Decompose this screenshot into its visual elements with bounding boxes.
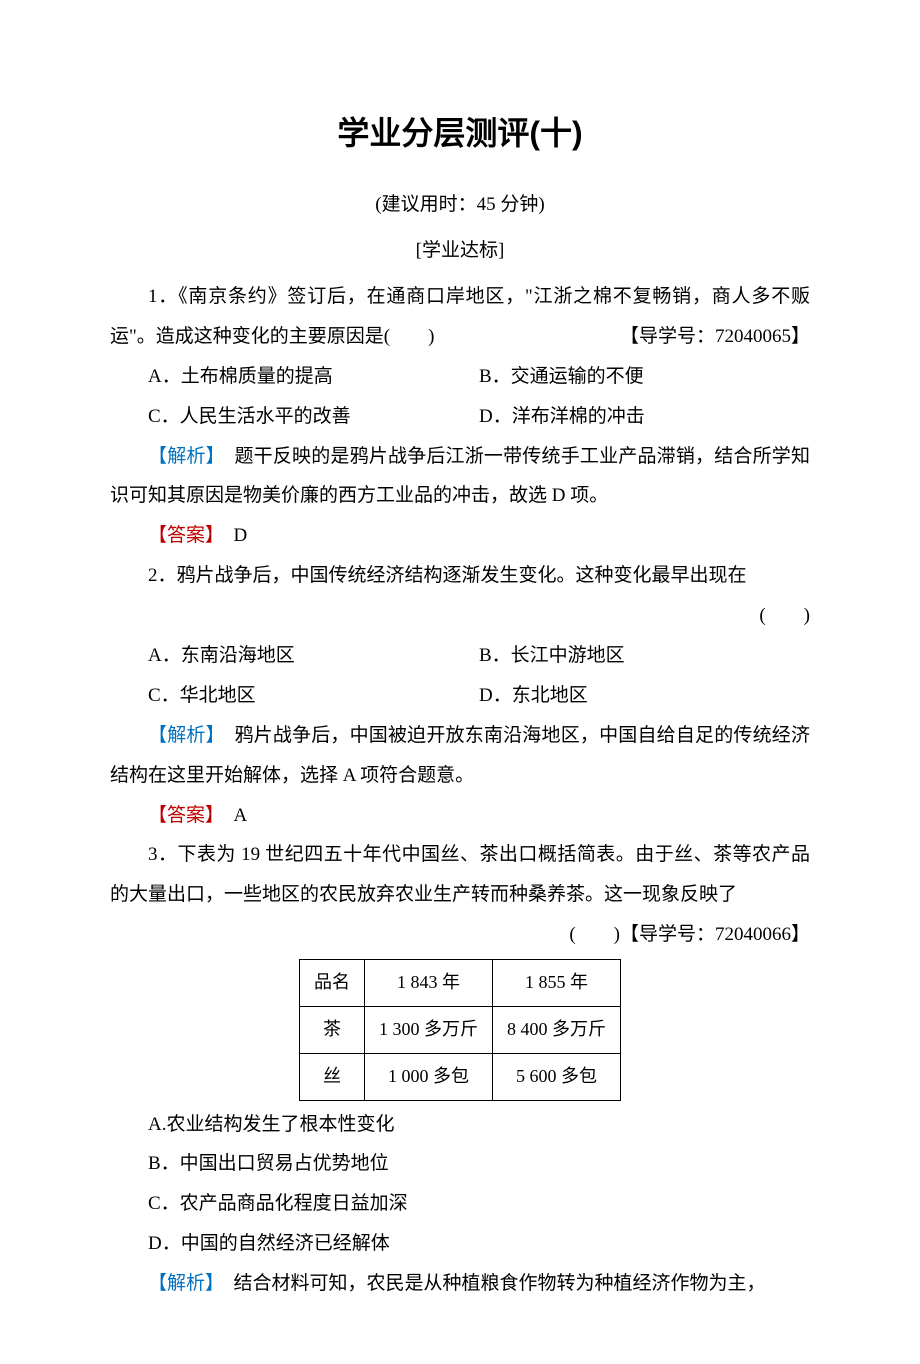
q2-optD: D．东北地区 bbox=[479, 676, 810, 716]
q1-options-row2: C．人民生活水平的改善 D．洋布洋棉的冲击 bbox=[110, 397, 810, 437]
q1-optC: C．人民生活水平的改善 bbox=[148, 397, 479, 437]
q2-answer-text: A bbox=[215, 805, 248, 826]
section-label: [学业达标] bbox=[110, 231, 810, 271]
table-cell: 1 300 多万斤 bbox=[365, 1006, 493, 1053]
table-header: 1 843 年 bbox=[365, 960, 493, 1007]
answer-label: 【答案】 bbox=[148, 525, 215, 546]
q1-guide: 【导学号：72040065】 bbox=[582, 317, 810, 357]
table-header-row: 品名 1 843 年 1 855 年 bbox=[300, 960, 621, 1007]
table-row: 茶 1 300 多万斤 8 400 多万斤 bbox=[300, 1006, 621, 1053]
q1-answer-text: D bbox=[215, 525, 248, 546]
q2-analysis: 【解析】 鸦片战争后，中国被迫开放东南沿海地区，中国自给自足的传统经济结构在这里… bbox=[110, 716, 810, 796]
q3-analysis-text: 结合材料可知，农民是从种植粮食作物转为种植经济作物为主， bbox=[215, 1273, 766, 1294]
q1-analysis: 【解析】 题干反映的是鸦片战争后江浙一带传统手工业产品滞销，结合所学知识可知其原… bbox=[110, 437, 810, 517]
table-cell: 5 600 多包 bbox=[493, 1053, 621, 1100]
q3-stem: 3．下表为 19 世纪四五十年代中国丝、茶出口概括简表。由于丝、茶等农产品的大量… bbox=[110, 835, 810, 915]
q1-optD: D．洋布洋棉的冲击 bbox=[479, 397, 810, 437]
q1-optA: A．土布棉质量的提高 bbox=[148, 357, 479, 397]
q2-paren: ( ) bbox=[759, 596, 810, 636]
q1-options-row1: A．土布棉质量的提高 B．交通运输的不便 bbox=[110, 357, 810, 397]
table-row: 丝 1 000 多包 5 600 多包 bbox=[300, 1053, 621, 1100]
table-cell: 丝 bbox=[300, 1053, 365, 1100]
q1-analysis-text: 题干反映的是鸦片战争后江浙一带传统手工业产品滞销，结合所学知识可知其原因是物美价… bbox=[110, 446, 810, 507]
q2-analysis-text: 鸦片战争后，中国被迫开放东南沿海地区，中国自给自足的传统经济结构在这里开始解体，… bbox=[110, 725, 810, 786]
table-header: 品名 bbox=[300, 960, 365, 1007]
q1-answer: 【答案】 D bbox=[110, 516, 810, 556]
answer-label: 【答案】 bbox=[148, 805, 215, 826]
q3-optB: B．中国出口贸易占优势地位 bbox=[110, 1144, 810, 1184]
table-cell: 1 000 多包 bbox=[365, 1053, 493, 1100]
q1-stem: 1．《南京条约》签订后，在通商口岸地区，"江浙之棉不复畅销，商人多不贩运"。造成… bbox=[110, 277, 810, 357]
q2-stem: 2．鸦片战争后，中国传统经济结构逐渐发生变化。这种变化最早出现在 bbox=[110, 556, 810, 596]
q3-table: 品名 1 843 年 1 855 年 茶 1 300 多万斤 8 400 多万斤… bbox=[299, 959, 621, 1100]
q1-optB: B．交通运输的不便 bbox=[479, 357, 810, 397]
table-cell: 茶 bbox=[300, 1006, 365, 1053]
q3-guide: 【导学号：72040066】 bbox=[620, 915, 810, 955]
q2-answer: 【答案】 A bbox=[110, 796, 810, 836]
analysis-label: 【解析】 bbox=[148, 725, 215, 746]
analysis-label: 【解析】 bbox=[148, 446, 215, 467]
table-header: 1 855 年 bbox=[493, 960, 621, 1007]
q2-options-row1: A．东南沿海地区 B．长江中游地区 bbox=[110, 636, 810, 676]
q3-optC: C．农产品商品化程度日益加深 bbox=[110, 1184, 810, 1224]
q2-options-row2: C．华北地区 D．东北地区 bbox=[110, 676, 810, 716]
subtitle: (建议用时：45 分钟) bbox=[110, 185, 810, 225]
table-cell: 8 400 多万斤 bbox=[493, 1006, 621, 1053]
q3-optD: D．中国的自然经济已经解体 bbox=[110, 1224, 810, 1264]
q2-optC: C．华北地区 bbox=[148, 676, 479, 716]
q2-optA: A．东南沿海地区 bbox=[148, 636, 479, 676]
q2-optB: B．长江中游地区 bbox=[479, 636, 810, 676]
q3-analysis: 【解析】 结合材料可知，农民是从种植粮食作物转为种植经济作物为主， bbox=[110, 1264, 810, 1304]
analysis-label: 【解析】 bbox=[148, 1273, 215, 1294]
q3-paren: ( ) bbox=[569, 915, 620, 955]
page-title: 学业分层测评(十) bbox=[110, 100, 810, 167]
q3-optA: A.农业结构发生了根本性变化 bbox=[110, 1105, 810, 1145]
